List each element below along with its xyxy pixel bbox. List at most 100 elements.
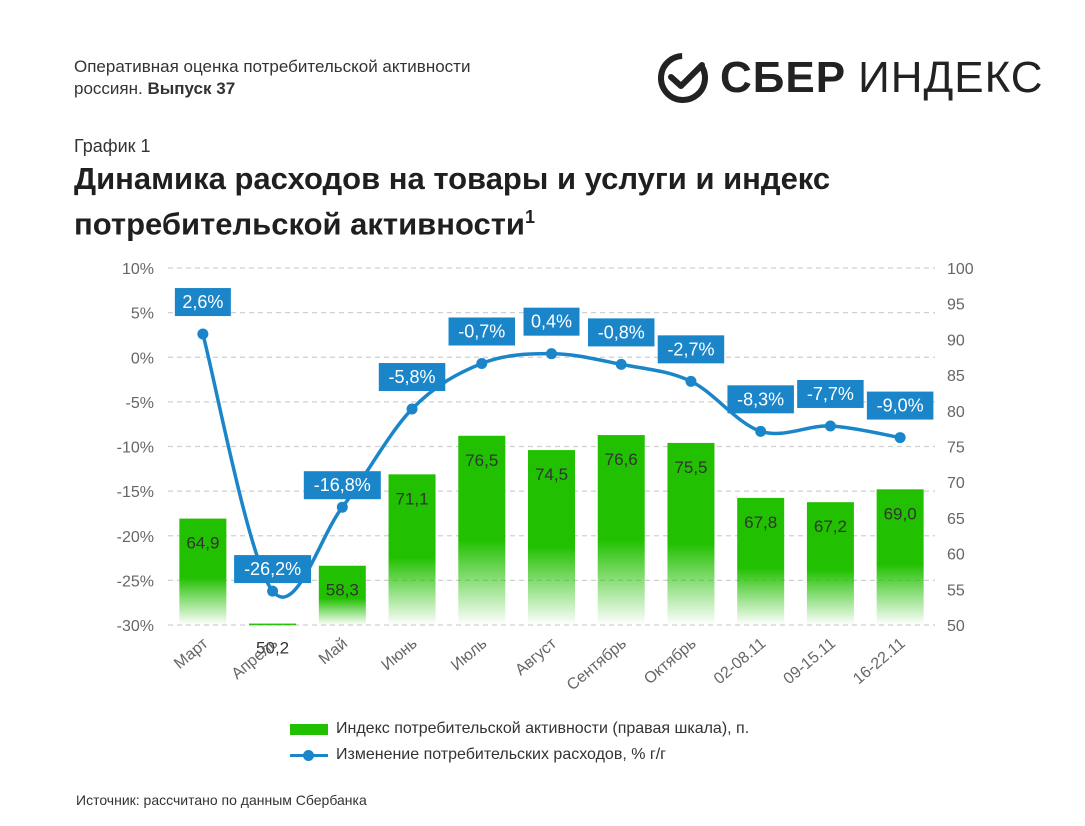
bar <box>667 442 715 625</box>
x-tick-label: Апрель <box>229 635 282 683</box>
bar <box>249 623 297 626</box>
right-tick-label: 85 <box>947 368 965 385</box>
bar-value-label: 58,3 <box>326 581 359 600</box>
line-value-label: 2,6% <box>182 292 223 312</box>
line-point <box>406 403 418 415</box>
line-point <box>546 348 557 360</box>
right-tick-label: 95 <box>947 297 965 314</box>
left-tick-label: -20% <box>117 529 154 546</box>
line-series <box>197 328 906 599</box>
bar-value-label: 69,0 <box>884 504 917 523</box>
bar-value-label: 67,8 <box>744 513 777 532</box>
bar-value-label: 76,5 <box>465 451 498 470</box>
bar-series <box>179 435 924 626</box>
right-tick-label: 70 <box>947 475 965 492</box>
x-tick-label: Август <box>512 635 560 679</box>
line-labels: 2,6% -26,2% -16,8% -5,8% -0,7% 0,4% -0,8% -2,7%… <box>174 288 934 584</box>
x-tick-label: Май <box>316 635 351 668</box>
line-label-box <box>727 385 794 414</box>
x-tick-label: 02-08.11 <box>711 635 769 688</box>
line-value-label: -0,8% <box>598 322 645 342</box>
bar <box>737 497 785 625</box>
line-label-box <box>378 363 446 392</box>
line-point <box>685 375 697 387</box>
right-tick-label: 75 <box>947 440 965 457</box>
chart-legend: Индекс потребительской активности (права… <box>290 716 749 768</box>
subtitle-prefix: россиян. <box>74 79 148 98</box>
x-tick-label: Июль <box>448 635 490 674</box>
line-label-box <box>587 318 655 347</box>
line-label-box <box>448 317 516 346</box>
legend-item-spending: Изменение потребительских расходов, % г/… <box>290 742 749 768</box>
line-label-box <box>866 391 934 420</box>
legend-item-index: Индекс потребительской активности (права… <box>290 716 749 742</box>
bar-value-label: 76,6 <box>605 450 638 469</box>
x-tick-label: Сентябрь <box>564 635 630 694</box>
left-tick-label: -25% <box>117 573 154 590</box>
brand-sber: СБЕР <box>720 53 847 102</box>
line-value-label: -16,8% <box>314 475 371 495</box>
bar-labels: 64,9 50,2 58,3 71,1 76,5 74,5 76,6 75,5 67,8 67,2… <box>186 450 916 657</box>
left-tick-label: -30% <box>117 618 154 635</box>
bar <box>876 489 924 625</box>
left-tick-label: 5% <box>131 306 154 323</box>
right-tick-label: 55 <box>947 582 965 599</box>
line-point <box>615 358 627 370</box>
bar-value-label: 64,9 <box>186 534 219 553</box>
subtitle-line-1: Оперативная оценка потребительской актив… <box>74 57 471 76</box>
line-value-label: -2,7% <box>667 339 714 359</box>
subtitle-line-2: россиян. Выпуск 37 <box>74 78 470 100</box>
left-tick-label: 10% <box>122 261 154 278</box>
line-value-label: -8,3% <box>737 389 784 409</box>
title-footnote: 1 <box>524 207 535 227</box>
line-value-label: 0,4% <box>531 312 572 332</box>
x-tick-label: Октябрь <box>641 635 699 688</box>
source-note: Источник: рассчитано по данным Сбербанка <box>76 792 367 808</box>
line-value-label: -0,7% <box>458 321 505 341</box>
line-label-box <box>523 307 580 336</box>
legend-bar-label: Индекс потребительской активности (права… <box>336 720 750 737</box>
bar <box>388 474 436 625</box>
line-point <box>476 357 488 369</box>
brand-index: ИНДЕКС <box>858 53 1044 102</box>
chart-title-text: Динамика расходов на товары и услуги и и… <box>74 161 831 242</box>
right-tick-label: 80 <box>947 404 965 421</box>
line-value-label: -7,7% <box>807 384 854 404</box>
line-point <box>894 432 906 444</box>
left-axis: 10% 5% 0% -5% -10% -15% -20% -25% -30% <box>117 261 154 635</box>
line-label-box <box>797 379 864 408</box>
bar-value-label: 50,2 <box>256 639 289 658</box>
x-tick-label: Июнь <box>379 635 421 674</box>
legend-line-swatch <box>290 748 328 762</box>
chart-title: Динамика расходов на товары и услуги и и… <box>74 160 954 243</box>
legend-line-label: Изменение потребительских расходов, % г/… <box>336 746 666 763</box>
bar-value-label: 67,2 <box>814 517 847 536</box>
line-value-label: -9,0% <box>877 396 924 416</box>
x-tick-label: 16-22.11 <box>850 635 908 688</box>
line-label-box <box>657 335 725 364</box>
line-value-label: -5,8% <box>389 367 436 387</box>
right-tick-label: 65 <box>947 511 965 528</box>
line-label-box <box>174 288 231 317</box>
bar <box>597 435 645 625</box>
bar <box>179 518 227 625</box>
line-label-box <box>234 555 312 584</box>
sber-index-logo: СБЕР ИНДЕКС <box>656 50 1043 106</box>
line-value-label: -26,2% <box>244 559 301 579</box>
line-point <box>267 585 279 597</box>
issue-number: Выпуск 37 <box>147 79 236 98</box>
x-tick-label: 09-15.11 <box>781 635 839 688</box>
line-label-box <box>303 471 381 500</box>
bar <box>806 502 854 625</box>
line-point <box>197 328 209 340</box>
right-axis: 100 95 90 85 80 75 70 65 60 55 50 <box>947 261 974 635</box>
bar-value-label: 75,5 <box>674 458 707 477</box>
right-tick-label: 60 <box>947 547 965 564</box>
bar <box>528 450 575 625</box>
left-tick-label: -10% <box>117 440 154 457</box>
right-tick-label: 50 <box>947 618 965 635</box>
right-tick-label: 100 <box>947 261 974 278</box>
right-tick-label: 90 <box>947 332 965 349</box>
line-point <box>824 420 836 432</box>
figure-label: График 1 <box>74 136 151 156</box>
